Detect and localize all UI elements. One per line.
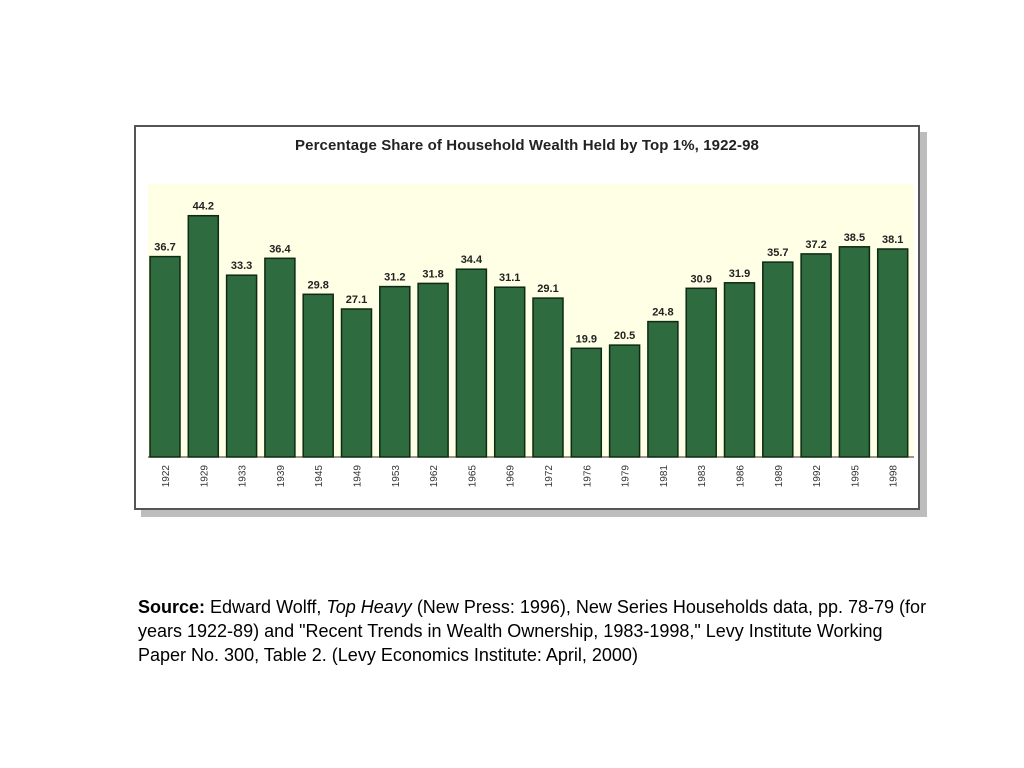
tick-label-1949: 1949 <box>353 465 364 488</box>
data-label-1939: 36.4 <box>269 243 291 255</box>
tick-labels-group: 1922 1929 1933 1939 1945 1949 1953 1962 1965 1969… <box>161 465 900 488</box>
bar-chart: 36.7 44.2 33.3 36.4 29.8 27.1 31.2 31.8 34.4 31.1… <box>148 184 914 488</box>
bar-1995 <box>838 246 871 458</box>
data-label-1983: 30.9 <box>690 273 711 285</box>
data-label-1998: 38.1 <box>882 234 903 246</box>
tick-label-1933: 1933 <box>238 465 249 488</box>
tick-label-1979: 1979 <box>621 465 632 488</box>
data-label-1989: 35.7 <box>767 247 788 259</box>
data-label-1972: 29.1 <box>537 283 558 295</box>
tick-label-1986: 1986 <box>736 465 747 488</box>
source-details: (New Press: 1996), New Series Households… <box>138 597 927 665</box>
bar-1976 <box>570 347 603 458</box>
tick-label-1972: 1972 <box>544 465 555 488</box>
plot-background <box>148 184 914 458</box>
bar-1986 <box>723 282 756 458</box>
data-label-1965: 34.4 <box>461 254 483 266</box>
data-label-1933: 33.3 <box>231 260 252 272</box>
tick-label-1953: 1953 <box>391 465 402 488</box>
bar-1969 <box>493 286 526 458</box>
tick-label-1965: 1965 <box>467 465 478 488</box>
bar-1962 <box>417 282 449 458</box>
bar-1953 <box>379 285 411 458</box>
bar-1983 <box>685 287 717 458</box>
data-label-1969: 31.1 <box>499 272 520 284</box>
data-label-1979: 20.5 <box>614 330 635 342</box>
bar-1929 <box>187 214 220 458</box>
data-label-1945: 29.8 <box>307 279 328 291</box>
tick-label-1939: 1939 <box>276 465 287 488</box>
source-author: Edward Wolff, <box>205 597 327 617</box>
bar-1979 <box>608 344 641 458</box>
bar-1972 <box>532 297 564 458</box>
source-book-title: Top Heavy <box>326 597 412 617</box>
tick-label-1969: 1969 <box>506 465 517 488</box>
data-label-1922: 36.7 <box>154 242 175 254</box>
tick-label-1989: 1989 <box>774 465 785 488</box>
bar-1965 <box>455 268 488 458</box>
tick-label-1995: 1995 <box>850 465 861 488</box>
source-label: Source: <box>138 597 206 617</box>
tick-label-1992: 1992 <box>812 465 823 488</box>
tick-label-1983: 1983 <box>697 465 708 488</box>
tick-label-1976: 1976 <box>582 465 593 488</box>
bar-1922 <box>149 255 181 458</box>
tick-label-1945: 1945 <box>314 465 325 488</box>
data-label-1929: 44.2 <box>193 201 214 213</box>
bar-1945 <box>302 293 334 458</box>
data-label-1986: 31.9 <box>729 268 750 280</box>
data-labels-group: 36.7 44.2 33.3 36.4 29.8 27.1 31.2 31.8 34.4 31.1… <box>154 201 903 346</box>
data-label-1949: 27.1 <box>346 294 367 306</box>
bar-1992 <box>800 253 832 458</box>
chart-title: Percentage Share of Household Wealth Hel… <box>295 137 759 154</box>
chart-frame: Percentage Share of Household Wealth Hel… <box>134 125 920 510</box>
data-label-1995: 38.5 <box>844 232 865 244</box>
tick-label-1981: 1981 <box>659 465 670 488</box>
tick-label-1922: 1922 <box>161 465 172 488</box>
bar-1989 <box>762 261 794 458</box>
bar-1998 <box>876 248 909 458</box>
data-label-1992: 37.2 <box>805 239 826 251</box>
data-label-1962: 31.8 <box>422 268 443 280</box>
data-label-1981: 24.8 <box>652 307 673 319</box>
tick-label-1962: 1962 <box>429 465 440 488</box>
source-citation: Source: Edward Wolff, Top Heavy (New Pre… <box>138 595 928 667</box>
bar-1939 <box>264 257 296 458</box>
bar-1981 <box>647 320 679 458</box>
bars-group <box>149 214 909 458</box>
data-label-1976: 19.9 <box>576 333 597 345</box>
bar-1933 <box>225 274 258 458</box>
data-label-1953: 31.2 <box>384 272 405 284</box>
tick-label-1929: 1929 <box>199 465 210 488</box>
bar-1949 <box>340 308 373 458</box>
tick-label-1998: 1998 <box>889 465 900 488</box>
